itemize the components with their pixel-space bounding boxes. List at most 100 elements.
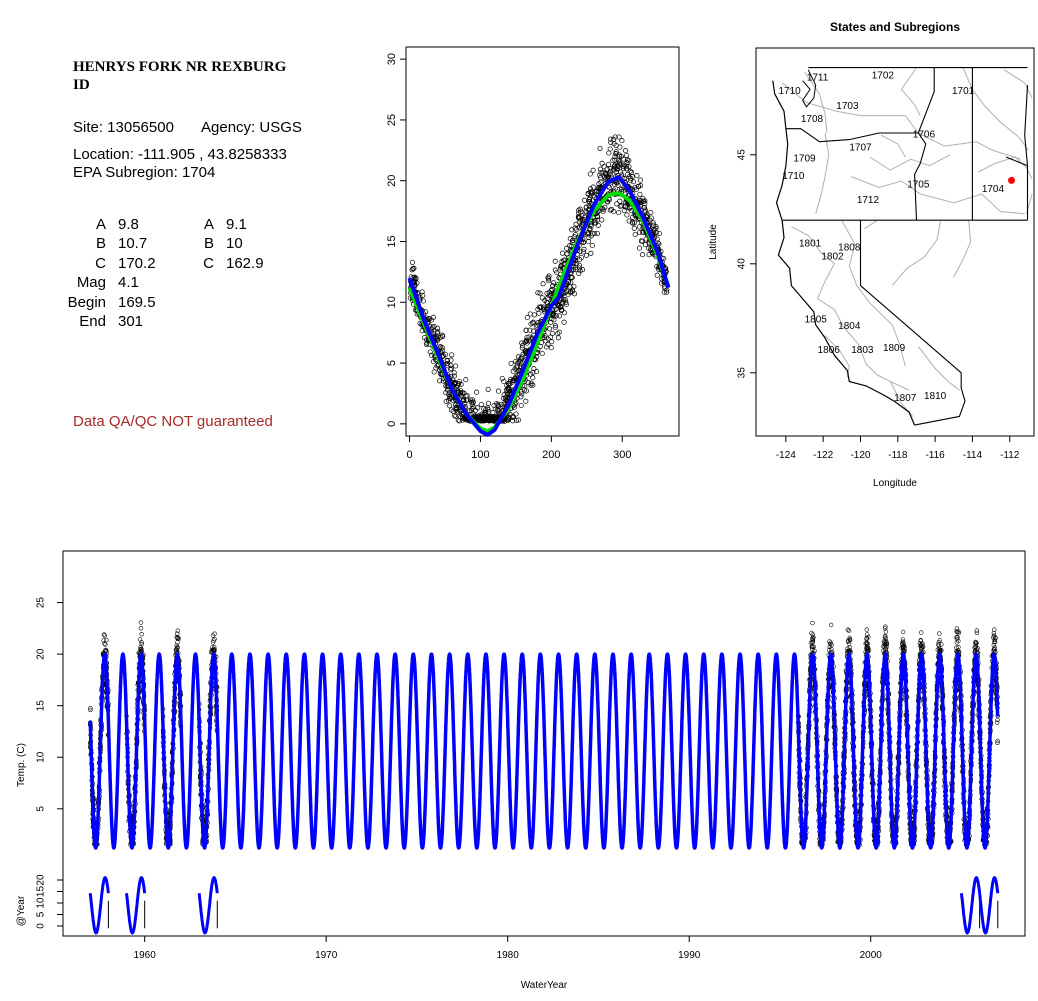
x-tick-label: -116 <box>925 450 945 461</box>
subregion-boundary <box>962 67 1029 151</box>
data-point <box>431 369 437 375</box>
data-point <box>590 184 596 190</box>
param-value: 10 <box>226 235 243 253</box>
param-value: 9.8 <box>118 216 139 233</box>
data-point <box>616 209 622 216</box>
subregion-boundary <box>953 220 972 278</box>
data-point <box>573 221 579 227</box>
data-point <box>576 270 582 276</box>
data-point <box>586 196 592 202</box>
data-point <box>656 230 662 236</box>
data-point <box>581 197 588 203</box>
region-label: 1706 <box>913 129 936 140</box>
y-tick-label-lower: 5 <box>36 911 47 917</box>
data-point <box>470 397 476 403</box>
data-point <box>519 343 526 349</box>
state-boundary <box>1005 85 1029 167</box>
data-point <box>624 152 630 158</box>
data-point <box>653 226 659 232</box>
data-point <box>434 334 440 340</box>
data-point <box>578 254 585 261</box>
fit-line-green <box>407 190 671 434</box>
x-tick-label: -114 <box>963 450 983 461</box>
data-point <box>495 402 501 408</box>
subregion-boundary <box>824 335 850 378</box>
data-point <box>587 226 593 232</box>
data-point <box>460 396 467 402</box>
data-point <box>549 339 555 345</box>
x-tick-label: 200 <box>542 449 560 461</box>
data-point <box>599 217 605 223</box>
data-point <box>628 175 634 181</box>
y-tick-label-lower: 20 <box>36 874 47 886</box>
data-point <box>513 411 519 417</box>
region-label: 1705 <box>907 180 930 191</box>
data-point <box>642 201 648 207</box>
data-point <box>654 263 660 270</box>
data-point <box>630 214 636 220</box>
data-point <box>597 166 604 172</box>
data-point <box>568 279 574 285</box>
data-point <box>900 629 906 635</box>
site-title-line1: HENRYS FORK NR REXBURG <box>73 59 287 75</box>
data-point <box>611 167 617 173</box>
data-point <box>564 245 570 251</box>
map-frame <box>755 47 1035 437</box>
data-point <box>991 630 997 636</box>
param-label: C <box>203 254 214 272</box>
data-point <box>864 627 869 632</box>
state-boundary <box>785 128 919 143</box>
subregion-boundary <box>815 132 830 214</box>
data-point <box>611 163 617 169</box>
y-tick-label: 15 <box>386 235 398 247</box>
data-point <box>571 267 577 273</box>
data-point <box>637 191 643 197</box>
data-point <box>845 627 850 632</box>
data-point <box>634 173 640 179</box>
data-point <box>525 380 531 386</box>
param-label: A <box>203 216 214 233</box>
data-point <box>569 287 576 293</box>
data-point <box>591 220 597 226</box>
data-point <box>648 209 654 216</box>
data-point <box>636 224 642 230</box>
data-point <box>559 250 566 256</box>
data-point <box>641 205 648 211</box>
data-point <box>513 400 519 406</box>
data-point <box>576 262 582 268</box>
data-point <box>589 242 595 249</box>
y-tick-label: 20 <box>36 648 47 660</box>
puget-sound <box>802 69 817 108</box>
data-point <box>555 335 561 341</box>
data-point <box>449 352 455 358</box>
data-point <box>551 313 557 319</box>
data-point <box>469 399 475 405</box>
data-point <box>542 297 548 303</box>
site-marker <box>1008 176 1016 184</box>
data-point <box>430 314 436 320</box>
data-point <box>605 199 611 205</box>
x-axis-label: Longitude <box>873 478 917 489</box>
param-label: B <box>203 235 214 253</box>
data-point <box>577 268 583 274</box>
data-point <box>455 417 461 423</box>
data-point <box>138 626 144 631</box>
data-point <box>410 266 416 272</box>
data-point <box>555 330 561 337</box>
data-point <box>518 402 524 409</box>
x-tick-label: 0 <box>406 449 412 461</box>
data-point <box>501 392 507 398</box>
data-point <box>653 224 659 230</box>
data-point <box>421 335 428 341</box>
data-point <box>547 334 554 340</box>
data-point <box>478 401 484 407</box>
y-tick-label: 15 <box>36 700 47 712</box>
subregion-boundary <box>977 156 1033 180</box>
subregion-boundary <box>804 71 828 134</box>
region-label: 1807 <box>894 393 917 404</box>
data-point <box>648 215 654 221</box>
data-point <box>550 283 556 289</box>
data-point <box>545 300 551 306</box>
data-point <box>580 249 586 255</box>
data-point <box>611 208 617 215</box>
